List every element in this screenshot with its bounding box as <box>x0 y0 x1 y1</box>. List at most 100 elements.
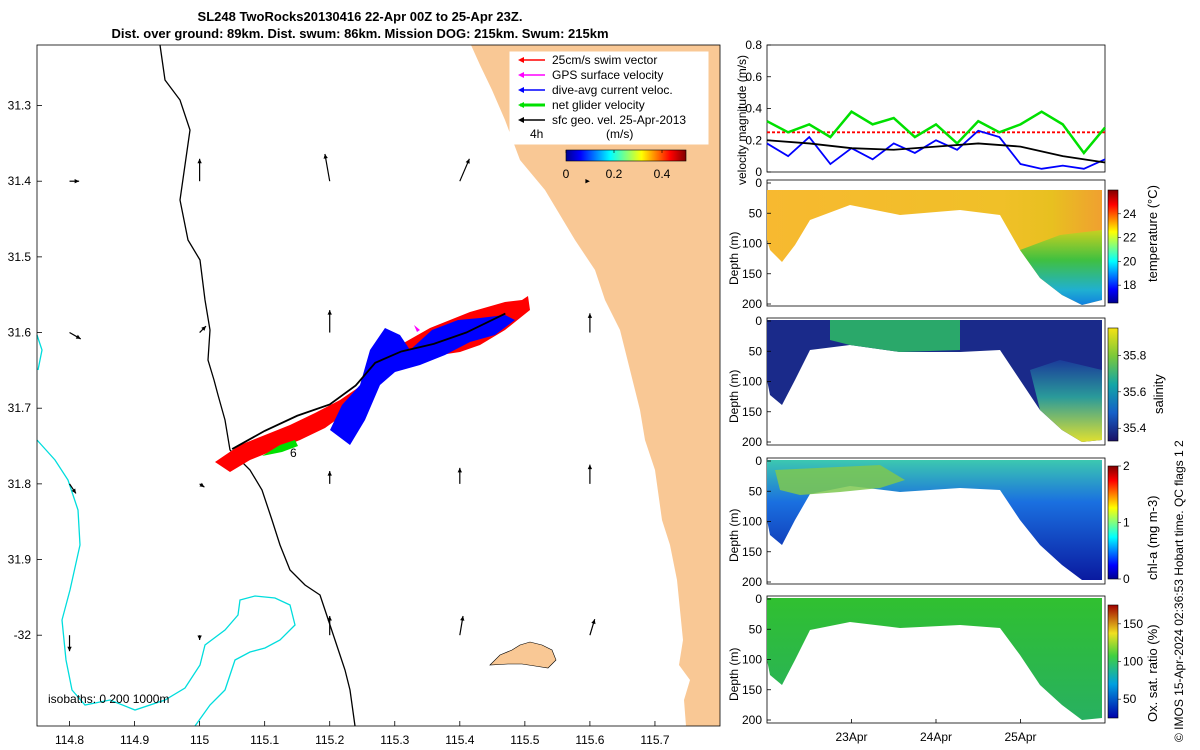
velocity-ylabel: velocity magnitude (m/s) <box>735 54 749 185</box>
depth-tick-label: 150 <box>742 405 762 419</box>
colorbar-tick-label: 2 <box>1123 459 1130 473</box>
velocity-series-line <box>766 139 1106 164</box>
oxygen-section <box>767 598 1102 720</box>
current-arrow <box>587 313 593 333</box>
legend-label: GPS surface velocity <box>552 68 663 82</box>
map-xtick-label: 115.2 <box>315 733 344 747</box>
salinity-cbar-label: salinity <box>1151 374 1166 414</box>
legend-label: sfc geo. vel. 25-Apr-2013 <box>552 113 686 127</box>
temperature-colorbar <box>1107 189 1119 304</box>
temperature-section <box>767 190 1102 305</box>
colorbar-tick-label: 35.6 <box>1123 385 1147 399</box>
chlorophyll-panel: 0 50 100 150 200 <box>742 454 1119 589</box>
salinity-deep-section <box>1030 360 1102 442</box>
velocity-ytick-label: 0.8 <box>745 38 762 52</box>
velocity-ytick-label: 0.6 <box>745 70 762 84</box>
chart-subtitle: Dist. over ground: 89km. Dist. swum: 86k… <box>111 26 609 41</box>
colorbar-tick-label: 0.2 <box>606 167 623 181</box>
map-axes: 114.8 114.9 115 115.1 115.2 115.3 115.4 115.5 11… <box>8 99 670 747</box>
colorbar-tick-label: 18 <box>1123 278 1137 292</box>
land-area <box>471 45 720 726</box>
colorbar-tick-label: 0.4 <box>654 167 671 181</box>
temperature-deep-section <box>1020 230 1102 305</box>
map-frame <box>36 44 721 727</box>
velocity-ytick-label: 0.4 <box>745 102 762 116</box>
oxygen-colorbar <box>1107 604 1119 719</box>
map-ytick-label: 31.9 <box>8 553 32 567</box>
current-arrow <box>69 332 82 340</box>
map-xtick-label: 115.1 <box>250 733 279 747</box>
velocity-panel: 0 0.2 0.4 0.6 0.8 <box>745 38 1106 179</box>
current-arrow <box>199 325 207 333</box>
temperature-cbar-label: temperature (°C) <box>1145 185 1160 282</box>
current-arrow <box>457 467 462 484</box>
chlorophyll-cbar-label: chl-a (mg m-3) <box>1145 495 1160 580</box>
map-xtick-label: 115.7 <box>640 733 669 747</box>
current-arrow <box>67 635 72 652</box>
current-arrow <box>589 619 596 636</box>
map-xtick-label: 115 <box>190 733 209 747</box>
depth-tick-label: 200 <box>742 713 762 727</box>
colorbar-tick-label: 35.8 <box>1123 348 1147 362</box>
credit-text: © IMOS 15-Apr-2024 02:36:53 Hobart time.… <box>1172 440 1186 742</box>
current-arrow <box>199 482 205 488</box>
depth-tick-label: 150 <box>742 545 762 559</box>
current-arrow <box>69 483 77 494</box>
date-tick-label: 23Apr <box>835 730 867 744</box>
depth-tick-label: 150 <box>742 683 762 697</box>
colorbar-unit-label: (m/s) <box>606 127 633 141</box>
map-xtick-label: 114.8 <box>55 733 84 747</box>
salinity-section <box>767 320 1102 442</box>
island-rottnest <box>489 641 557 669</box>
current-arrow <box>327 310 332 333</box>
depth-tick-label: 100 <box>742 653 762 667</box>
legend-label: 25cm/s swim vector <box>552 53 657 67</box>
legend-label: net glider velocity <box>552 98 645 112</box>
current-arrows <box>67 153 596 652</box>
depth-tick-label: 0 <box>755 592 762 606</box>
colorbar-tick-label: 0 <box>1123 572 1130 586</box>
velocity-series-line <box>766 110 1106 155</box>
velocity-ytick-label: 0 <box>755 165 762 179</box>
depth-tick-label: 200 <box>742 575 762 589</box>
current-arrow <box>327 471 332 484</box>
depth-tick-label: 0 <box>755 314 762 328</box>
glider-track <box>231 312 506 450</box>
chart-title: SL248 TwoRocks20130416 22-Apr 00Z to 25-… <box>197 9 523 24</box>
depth-tick-label: 200 <box>742 297 762 311</box>
oxygen-ylabel: Depth (m) <box>727 647 741 701</box>
depth-tick-label: 0 <box>755 454 762 468</box>
map-colorbar: 4h (m/s) 0 0.2 0.4 <box>530 127 687 181</box>
chlorophyll-section <box>767 460 1102 580</box>
chlorophyll-ylabel: Depth (m) <box>727 508 741 562</box>
current-arrow <box>323 153 331 182</box>
salinity-panel: 0 50 100 150 200 <box>742 314 1119 449</box>
track-line <box>231 312 506 450</box>
chlorophyll-surface-patch <box>775 465 905 495</box>
map-xtick-label: 115.4 <box>445 733 474 747</box>
chlorophyll-colorbar <box>1107 465 1119 580</box>
map-xtick-label: 115.5 <box>510 733 539 747</box>
depth-tick-label: 150 <box>742 267 762 281</box>
time-axis: 23Apr 24Apr 25Apr <box>835 719 1037 744</box>
colorbar-tick-label: 50 <box>1123 692 1137 706</box>
legend-label: dive-avg current veloc. <box>552 83 673 97</box>
depth-tick-label: 50 <box>749 622 763 636</box>
map-ytick-label: -32 <box>14 628 32 642</box>
salinity-colorbar <box>1107 327 1119 442</box>
date-tick-label: 24Apr <box>920 730 952 744</box>
current-arrow <box>459 615 465 636</box>
oxygen-panel: 0 50 100 150 200 23Apr 24Apr 25Apr <box>742 592 1119 744</box>
depth-tick-label: 200 <box>742 435 762 449</box>
colorbar-tick-label: 0 <box>563 167 570 181</box>
dive-avg-current-cloud <box>330 315 515 445</box>
isobath-label: isobaths: 0 200 1000m <box>48 692 169 706</box>
colorbar-tick-label: 22 <box>1123 231 1137 245</box>
map-ytick-label: 31.5 <box>8 250 32 264</box>
velocity-series-line <box>766 129 1106 170</box>
colorbar-tick-label: 35.4 <box>1123 421 1147 435</box>
velocity-ytick-label: 0.2 <box>745 133 762 147</box>
map-ytick-label: 31.3 <box>8 99 32 113</box>
